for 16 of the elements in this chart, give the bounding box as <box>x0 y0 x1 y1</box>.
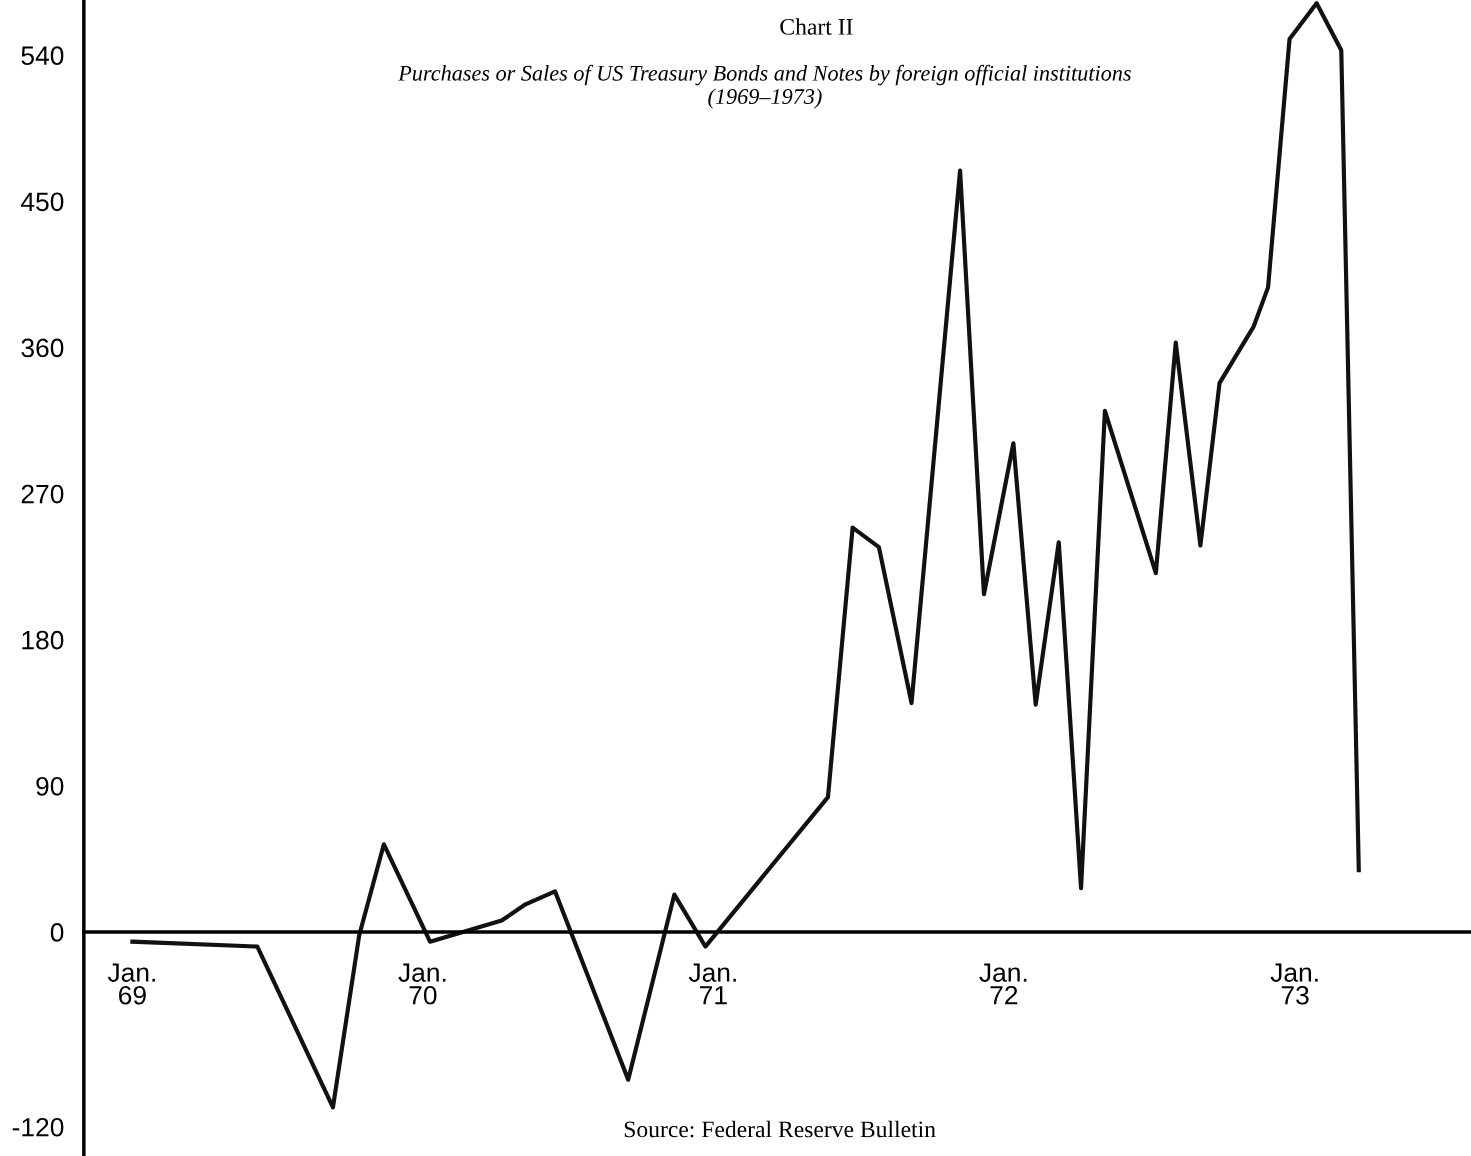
y-tick-label: 450 <box>20 192 64 212</box>
text: Purchases or Sales of US Treasury Bonds and Notes by foreign official institutions (1969–1973) <box>398 64 1131 109</box>
y-tick-label: 360 <box>21 338 64 358</box>
y-tick-label: 90 <box>36 776 64 796</box>
y-tick-label: 270 <box>21 484 64 504</box>
text: Chart II <box>780 18 853 35</box>
x-tick-label: Jan. 72 <box>979 963 1027 1005</box>
annotation: Source: Federal Reserve Bulletin <box>624 1120 936 1138</box>
y-tick-label: 180 <box>22 630 64 650</box>
y-tick-label: -120 <box>12 1117 64 1137</box>
x-tick-label: Jan. 70 <box>398 963 446 1005</box>
y-tick-label: 540 <box>21 46 64 66</box>
y-tick-label: 0 <box>50 923 64 942</box>
x-tick-label: Jan. 69 <box>107 963 155 1005</box>
x-tick-label: Jan. 71 <box>688 963 736 1005</box>
x-tick-label: Jan. 73 <box>1270 963 1318 1005</box>
